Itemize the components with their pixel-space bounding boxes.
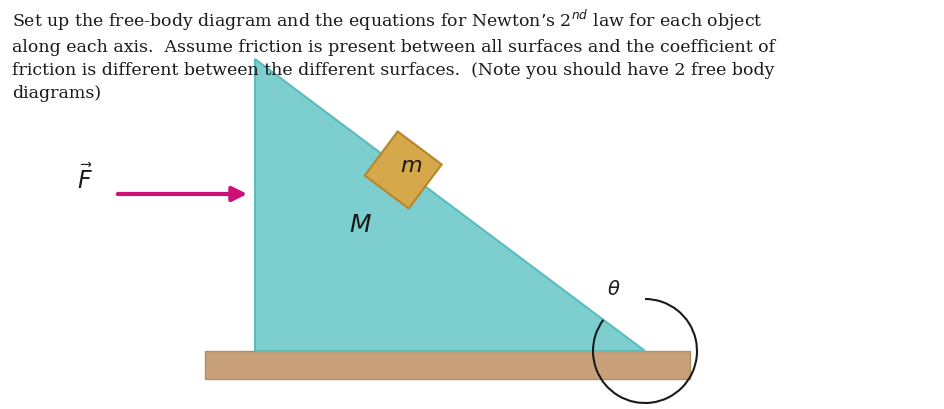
Text: Set up the free-body diagram and the equations for Newton’s 2$^{nd}$ law for eac: Set up the free-body diagram and the equ… — [12, 8, 775, 101]
Bar — [364, 132, 442, 209]
Bar — [205, 351, 690, 379]
Text: $\vec{F}$: $\vec{F}$ — [77, 164, 93, 193]
Text: $\theta$: $\theta$ — [607, 279, 620, 298]
Text: $m$: $m$ — [400, 155, 422, 175]
Text: $M$: $M$ — [348, 213, 371, 236]
Polygon shape — [255, 60, 645, 351]
